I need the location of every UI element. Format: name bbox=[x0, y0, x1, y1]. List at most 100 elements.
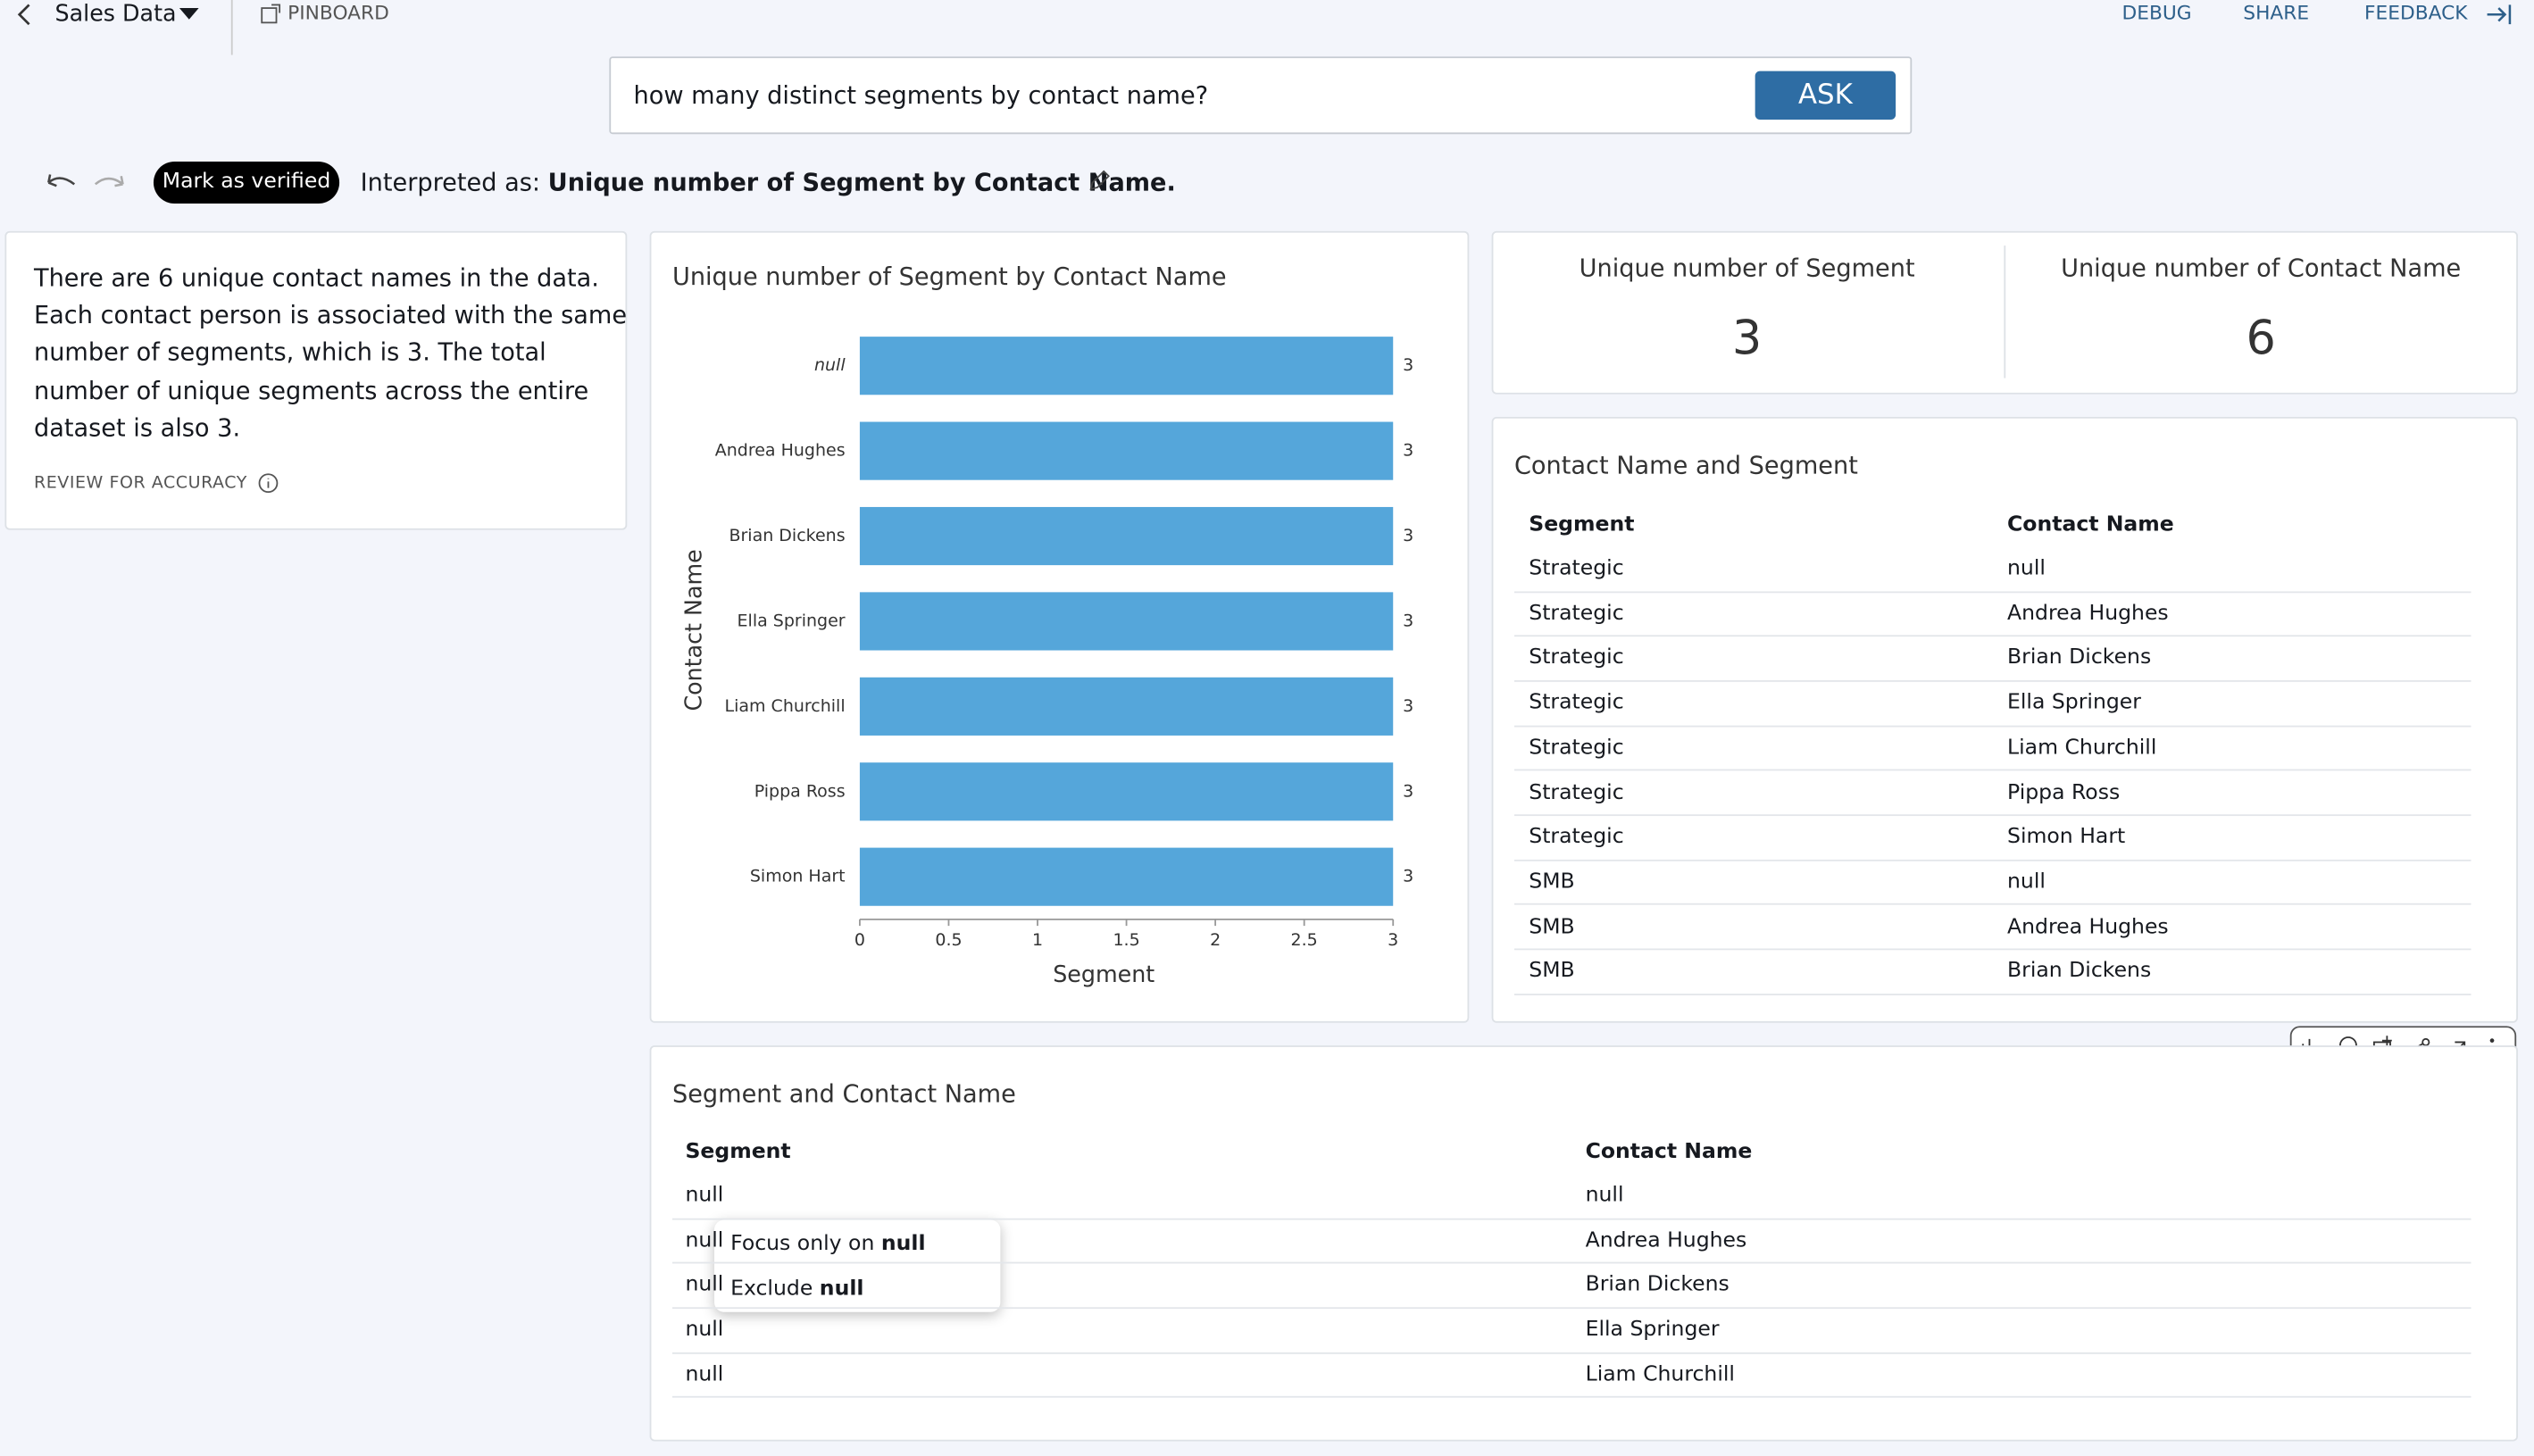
row-divider bbox=[1514, 859, 2471, 861]
collapse-icon[interactable] bbox=[2486, 2, 2515, 28]
menu-text: Focus only on bbox=[730, 1232, 874, 1256]
ask-button[interactable]: ASK bbox=[1755, 71, 1896, 120]
x-tick-label: 3 bbox=[1388, 930, 1398, 950]
y-axis-label: Contact Name bbox=[679, 549, 706, 711]
table-cell: Pippa Ross bbox=[2007, 780, 2120, 804]
chart-title: Unique number of Segment by Contact Name bbox=[672, 263, 1227, 291]
verify-button[interactable]: Mark as verified bbox=[154, 162, 339, 204]
edit-icon[interactable] bbox=[1086, 168, 1112, 194]
pinboard-icon[interactable] bbox=[260, 4, 282, 26]
header-action[interactable]: SHARE bbox=[2243, 2, 2309, 24]
x-tick-label: 0.5 bbox=[935, 930, 962, 950]
data-label: 3 bbox=[1403, 611, 1413, 630]
table-cell: SMB bbox=[1529, 960, 1574, 984]
bar bbox=[860, 592, 1393, 650]
table-cell: Strategic bbox=[1529, 557, 1623, 581]
table-cell: Simon Hart bbox=[2007, 825, 2125, 849]
kpi-value: 6 bbox=[2246, 311, 2275, 366]
context-menu-item[interactable]: Exclude null bbox=[730, 1277, 863, 1302]
pinboard-link[interactable]: PINBOARD bbox=[288, 2, 389, 24]
context-menu-item[interactable]: Focus only on null bbox=[730, 1232, 925, 1256]
table-cell: Ella Springer bbox=[2007, 691, 2141, 715]
x-tick-label: 1.5 bbox=[1113, 930, 1139, 950]
table-cell: null bbox=[2007, 869, 2046, 894]
table-card bbox=[1492, 417, 2518, 1023]
kpi-label: Unique number of Segment bbox=[1580, 254, 1915, 283]
x-tick-label: 1 bbox=[1032, 930, 1043, 950]
bar bbox=[860, 678, 1393, 736]
source-title[interactable]: Sales Data bbox=[55, 2, 177, 28]
bar bbox=[860, 762, 1393, 820]
table-title: Contact Name and Segment bbox=[1514, 451, 1858, 480]
table-cell: null bbox=[685, 1184, 723, 1208]
row-divider bbox=[1514, 903, 2471, 905]
bar bbox=[860, 848, 1393, 906]
row-divider bbox=[1514, 725, 2471, 727]
table-cell: null bbox=[2007, 557, 2046, 581]
table-cell: Liam Churchill bbox=[1586, 1362, 1735, 1386]
row-divider bbox=[1514, 949, 2471, 951]
table-cell: null bbox=[685, 1228, 723, 1252]
data-label: 3 bbox=[1403, 867, 1413, 886]
column-header: Contact Name bbox=[2007, 513, 2174, 537]
table-cell: Strategic bbox=[1529, 646, 1623, 670]
table-cell: null bbox=[685, 1318, 723, 1342]
y-tick-label: null bbox=[814, 355, 846, 375]
row-divider bbox=[1514, 680, 2471, 682]
back-icon[interactable] bbox=[13, 2, 35, 28]
table-cell: SMB bbox=[1529, 915, 1574, 939]
summary-line: There are 6 unique contact names in the … bbox=[34, 263, 599, 293]
y-tick-label: Ella Springer bbox=[738, 611, 846, 630]
x-tick-label: 2 bbox=[1210, 930, 1221, 950]
table-cell: Andrea Hughes bbox=[2007, 915, 2169, 939]
dropdown-icon[interactable] bbox=[178, 4, 200, 24]
summary-line: dataset is also 3. bbox=[34, 413, 240, 443]
row-divider bbox=[1514, 591, 2471, 593]
table-cell: null bbox=[685, 1362, 723, 1386]
x-axis-label: Segment bbox=[1053, 961, 1154, 987]
info-icon[interactable] bbox=[257, 472, 279, 495]
table-cell: SMB bbox=[1529, 869, 1574, 894]
bar bbox=[860, 507, 1393, 565]
table-cell: Andrea Hughes bbox=[1586, 1228, 1747, 1252]
x-tick-label: 2.5 bbox=[1291, 930, 1318, 950]
undo-redo[interactable] bbox=[42, 170, 126, 199]
interpretation-label: Interpreted as: bbox=[361, 168, 540, 197]
table-cell: Brian Dickens bbox=[2007, 960, 2151, 984]
row-divider bbox=[1514, 636, 2471, 637]
summary-line: number of unique segments across the ent… bbox=[34, 376, 588, 405]
menu-text: Exclude bbox=[730, 1277, 813, 1302]
data-label: 3 bbox=[1403, 355, 1413, 375]
column-header: Contact Name bbox=[1586, 1140, 1753, 1164]
bar bbox=[860, 337, 1393, 395]
y-tick-label: Brian Dickens bbox=[729, 526, 845, 545]
column-header: Segment bbox=[1529, 513, 1634, 537]
table-cell: Strategic bbox=[1529, 691, 1623, 715]
table-cell: Strategic bbox=[1529, 602, 1623, 626]
row-divider bbox=[672, 1307, 2471, 1309]
table-cell: Andrea Hughes bbox=[2007, 602, 2169, 626]
table-cell: Brian Dickens bbox=[2007, 646, 2151, 670]
table-cell: Liam Churchill bbox=[2007, 736, 2156, 760]
y-tick-label: Andrea Hughes bbox=[715, 441, 846, 461]
table-cell: Brian Dickens bbox=[1586, 1273, 1730, 1297]
data-label: 3 bbox=[1403, 441, 1413, 461]
column-header: Segment bbox=[685, 1140, 790, 1164]
y-tick-label: Simon Hart bbox=[750, 867, 846, 886]
search-query[interactable]: how many distinct segments by contact na… bbox=[634, 81, 1209, 111]
row-divider bbox=[1514, 994, 2471, 995]
y-tick-label: Liam Churchill bbox=[725, 696, 846, 716]
table-cell: null bbox=[1586, 1184, 1624, 1208]
header-action[interactable]: FEEDBACK bbox=[2364, 2, 2467, 24]
menu-target: null bbox=[820, 1277, 864, 1302]
kpi-label: Unique number of Contact Name bbox=[2061, 254, 2461, 283]
data-label: 3 bbox=[1403, 781, 1413, 801]
review-link[interactable]: REVIEW FOR ACCURACY bbox=[34, 473, 247, 493]
data-label: 3 bbox=[1403, 696, 1413, 716]
row-divider bbox=[1514, 814, 2471, 816]
header-action[interactable]: DEBUG bbox=[2122, 2, 2192, 24]
row-divider bbox=[1514, 770, 2471, 771]
data-label: 3 bbox=[1403, 526, 1413, 545]
